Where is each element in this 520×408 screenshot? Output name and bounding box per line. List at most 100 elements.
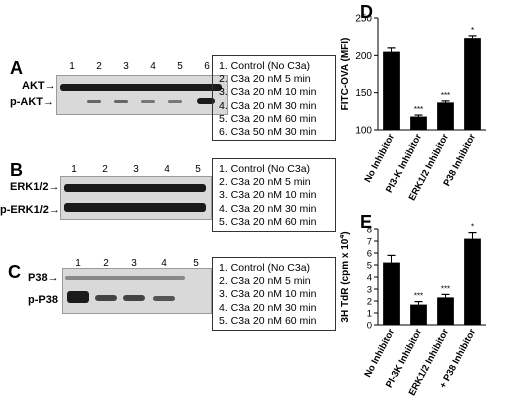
lane-number: 4	[150, 61, 156, 72]
band-name: ERK1/2	[10, 181, 49, 193]
bar	[410, 304, 427, 325]
lane-number: 5	[177, 61, 183, 72]
significance-marker: *	[471, 26, 474, 35]
lane-number: 5	[195, 164, 201, 175]
y-tick-label: 0	[367, 321, 372, 332]
band-name: P38	[28, 272, 48, 284]
y-axis-label: 3H TdR (cpm x 104)	[340, 231, 351, 322]
arrow-icon: →	[48, 204, 60, 216]
y-tick-label: 1	[367, 309, 372, 320]
blot-band	[168, 100, 182, 103]
blot-band	[141, 100, 155, 103]
arrow-icon: →	[47, 272, 59, 284]
blot-band	[95, 295, 117, 301]
bar	[464, 38, 481, 130]
blot-band	[60, 84, 222, 91]
bar	[383, 262, 400, 325]
panel-letter-b: B	[10, 160, 23, 180]
legend-item: 3. C3a 20 nM 10 min	[219, 86, 317, 99]
panel-letter-a: A	[10, 58, 23, 78]
band-label-akt: AKT→	[22, 80, 56, 92]
blot-band	[197, 98, 215, 104]
legend-item: 5. C3a 20 nM 60 min	[219, 112, 317, 125]
legend-item: 1. Control (No C3a)	[219, 163, 311, 175]
arrow-icon: →	[48, 181, 60, 193]
y-axis-label-close: )	[340, 231, 351, 234]
bar	[410, 116, 427, 130]
band-label-p38: P38→	[28, 272, 59, 284]
lane-number: 3	[133, 164, 139, 175]
significance-marker: ***	[414, 292, 423, 301]
legend-item: 4. C3a 20 nM 30 min	[219, 202, 317, 215]
band-name: AKT	[22, 80, 45, 92]
legend-item: 1. Control (No C3a)	[219, 60, 311, 72]
lane-number: 4	[164, 164, 170, 175]
lane-number: 4	[161, 258, 167, 269]
bar	[437, 102, 454, 130]
y-tick-label: 3	[367, 285, 372, 296]
legend-b: 1. Control (No C3a) 2. C3a 20 nM 5 min 3…	[212, 158, 336, 232]
significance-marker: ***	[441, 284, 450, 293]
y-tick-label: 6	[367, 249, 372, 260]
y-tick-label: 4	[367, 273, 372, 284]
legend-item: 2. C3a 20 nM 5 min	[219, 176, 311, 189]
significance-marker: ***	[414, 105, 423, 114]
blot-band	[123, 295, 145, 301]
western-blot-a	[56, 75, 228, 115]
band-label-p-erk: p-ERK1/2→	[0, 204, 60, 216]
legend-item: 1. Control (No C3a)	[219, 262, 311, 274]
lane-number: 6	[204, 61, 210, 72]
y-tick-label: 5	[367, 261, 372, 272]
lane-number: 1	[71, 164, 77, 175]
y-tick-label: 150	[355, 88, 372, 99]
legend-c: 1. Control (No C3a) 2. C3a 20 nM 5 min 3…	[212, 257, 336, 331]
lane-number: 5	[193, 258, 199, 269]
legend-item: 4. C3a 20 nM 30 min	[219, 99, 317, 112]
legend-item: 6. C3a 50 nM 30 min	[219, 126, 317, 139]
y-axis-label-sup: 4	[340, 235, 346, 239]
lane-number: 3	[123, 61, 129, 72]
arrow-icon: →	[44, 80, 56, 92]
legend-item: 3. C3a 20 nM 10 min	[219, 288, 317, 301]
blot-band	[64, 203, 206, 212]
blot-band	[64, 184, 206, 192]
y-axis-label: FITC-OVA (MFI)	[340, 38, 351, 111]
blot-band	[65, 276, 185, 280]
blot-band	[114, 100, 128, 103]
blot-band	[87, 100, 101, 103]
band-label-p-p38: p-P38	[28, 294, 58, 306]
bar	[383, 51, 400, 130]
band-name: p-AKT	[10, 96, 43, 108]
band-label-p-akt: p-AKT→	[10, 96, 54, 108]
band-label-erk: ERK1/2→	[10, 181, 60, 193]
western-blot-c	[62, 268, 212, 314]
blot-band	[153, 296, 175, 301]
band-name: p-P38	[28, 294, 58, 306]
panel-letter-d: D	[360, 2, 373, 22]
legend-item: 4. C3a 20 nM 30 min	[219, 301, 317, 314]
legend-item: 5. C3a 20 nM 60 min	[219, 215, 317, 228]
bar	[437, 297, 454, 325]
legend-item: 3. C3a 20 nM 10 min	[219, 189, 317, 202]
y-tick-label: 250	[355, 14, 372, 25]
lane-number: 2	[96, 61, 102, 72]
y-tick-label: 8	[367, 225, 372, 236]
band-name: p-ERK1/2	[0, 204, 49, 216]
significance-marker: *	[471, 223, 474, 232]
blot-band	[67, 291, 89, 303]
significance-marker: ***	[441, 91, 450, 100]
legend-item: 2. C3a 20 nM 5 min	[219, 275, 311, 288]
lane-number: 2	[103, 258, 109, 269]
legend-item: 2. C3a 20 nM 5 min	[219, 73, 311, 86]
panel-letter-e: E	[360, 212, 373, 232]
bar	[464, 238, 481, 325]
y-tick-label: 200	[355, 51, 372, 62]
lane-number: 1	[75, 258, 81, 269]
arrow-icon: →	[43, 96, 54, 108]
y-tick-label: 100	[355, 126, 372, 137]
panel-letter-c: C	[8, 262, 21, 282]
y-tick-label: 7	[367, 237, 372, 248]
western-blot-b	[60, 176, 212, 220]
